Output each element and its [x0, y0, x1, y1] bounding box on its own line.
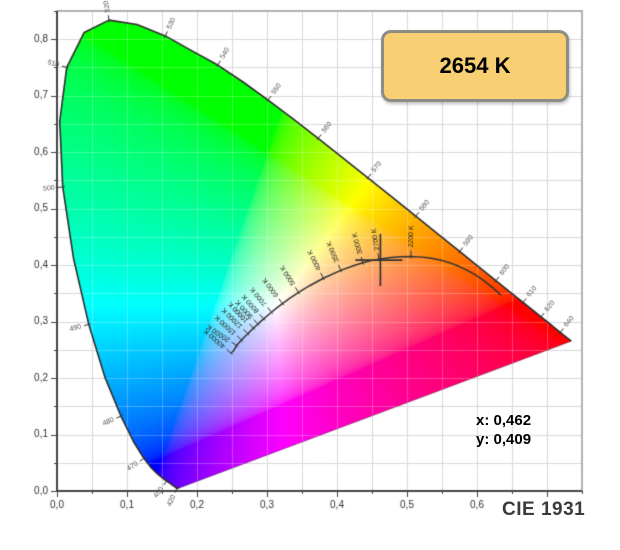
- marker-y-readout: y: 0,409: [476, 431, 532, 448]
- cct-badge: 2654 K: [381, 30, 569, 102]
- marker-x-readout: x: 0,462: [476, 412, 532, 429]
- marker-coordinates-readout: x: 0,462 y: 0,409: [476, 411, 531, 449]
- cct-badge-label: 2654 K: [439, 53, 511, 78]
- diagram-title: CIE 1931: [502, 499, 586, 520]
